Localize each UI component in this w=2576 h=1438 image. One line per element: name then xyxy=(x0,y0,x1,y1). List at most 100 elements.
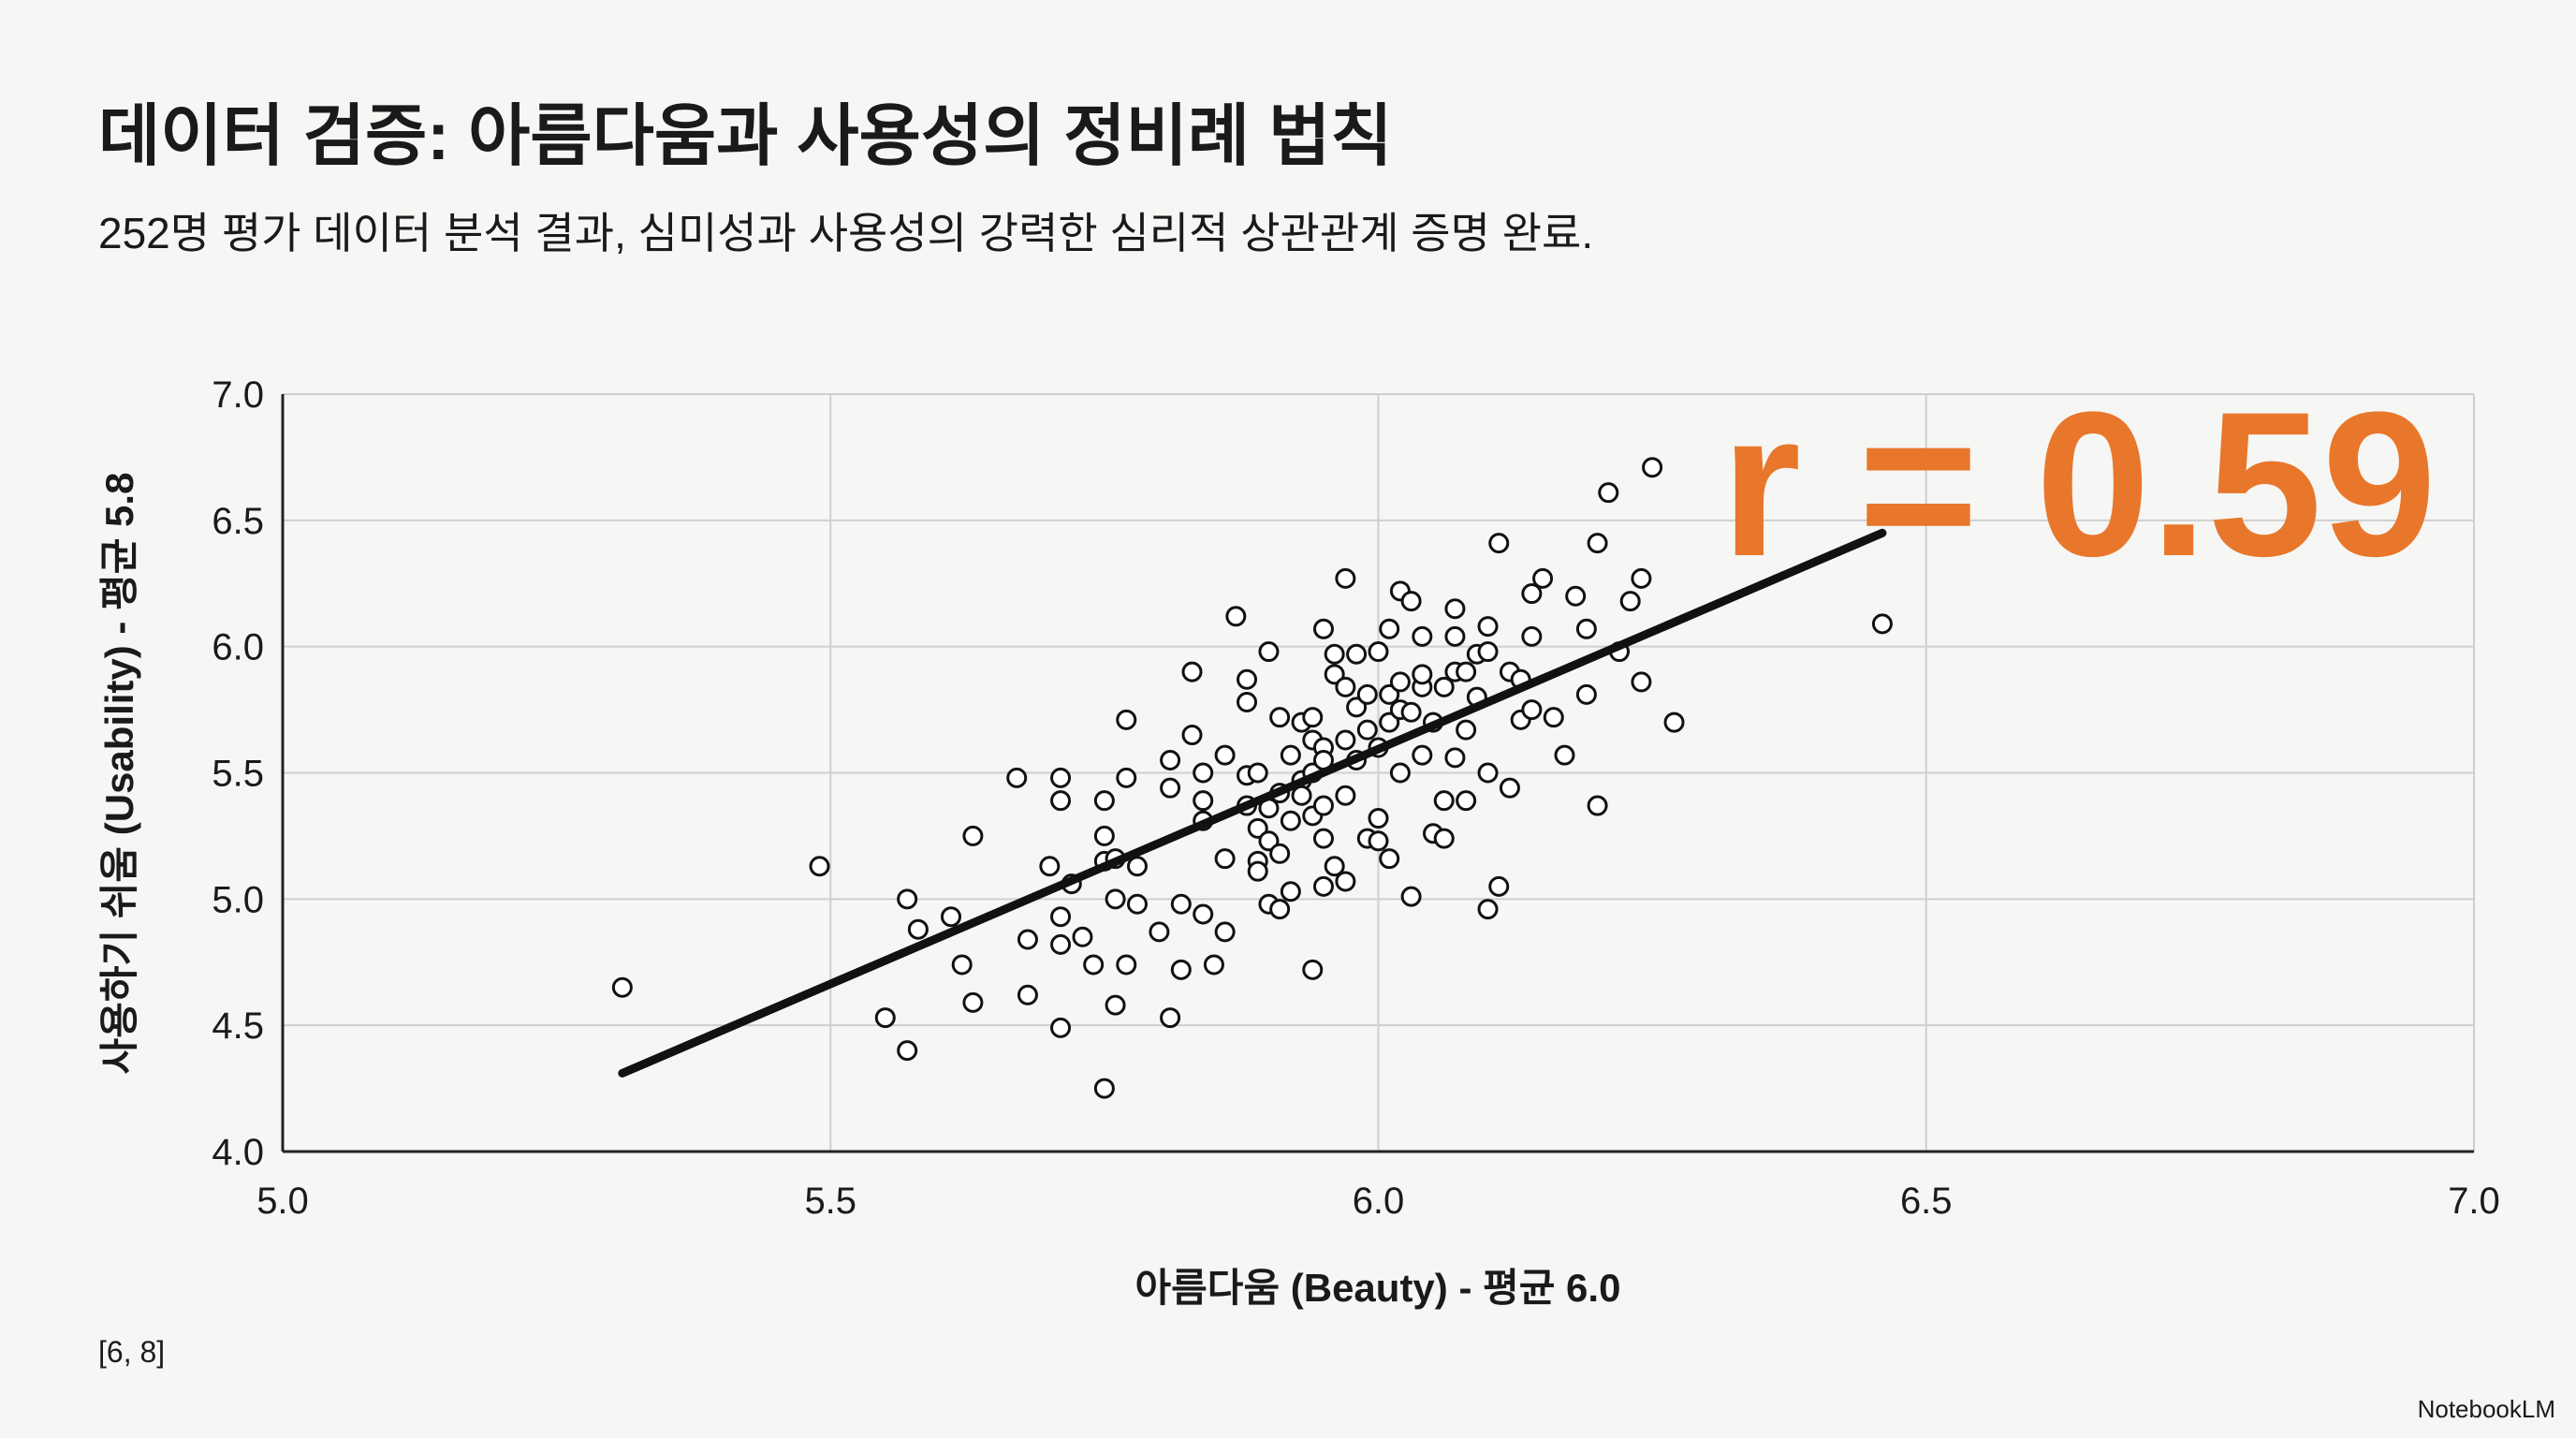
point xyxy=(1477,641,1499,663)
point xyxy=(1072,926,1093,947)
point xyxy=(1160,1007,1181,1029)
point xyxy=(1181,725,1203,746)
point xyxy=(1356,719,1378,741)
point xyxy=(1356,683,1378,705)
point xyxy=(1335,871,1356,892)
point xyxy=(1871,613,1893,635)
point xyxy=(1368,641,1389,663)
point xyxy=(1335,676,1356,697)
point xyxy=(1302,707,1324,728)
point xyxy=(962,991,984,1013)
x-tick-label: 6.5 xyxy=(1900,1181,1953,1222)
y-tick-label: 6.5 xyxy=(212,501,264,542)
point xyxy=(1312,875,1334,897)
point xyxy=(1280,744,1301,766)
point xyxy=(1258,830,1280,852)
point xyxy=(1346,697,1368,718)
point xyxy=(1017,984,1038,1005)
point xyxy=(1237,691,1258,712)
point xyxy=(1335,729,1356,751)
point xyxy=(1291,785,1312,806)
point xyxy=(1214,848,1236,870)
point xyxy=(907,918,929,940)
point xyxy=(1554,744,1575,766)
point xyxy=(1488,533,1510,554)
point xyxy=(1444,747,1466,769)
point xyxy=(1412,625,1433,647)
point xyxy=(1093,1078,1115,1099)
point xyxy=(1116,709,1137,730)
point xyxy=(1543,707,1564,728)
x-tick-label: 5.0 xyxy=(256,1181,309,1222)
point xyxy=(1368,830,1389,852)
point xyxy=(1247,762,1268,784)
chart-title: 데이터 검증: 아름다움과 사용성의 정비례 법칙 xyxy=(98,99,1393,174)
point xyxy=(1499,777,1520,799)
point xyxy=(941,906,962,928)
point xyxy=(1444,598,1466,620)
point xyxy=(1280,810,1301,831)
point xyxy=(1258,641,1280,663)
point xyxy=(1335,785,1356,806)
point xyxy=(1521,625,1543,647)
point xyxy=(1302,959,1324,980)
x-tick-label: 6.0 xyxy=(1353,1181,1405,1222)
point xyxy=(1587,795,1608,816)
point xyxy=(1631,567,1652,589)
point xyxy=(1324,856,1345,877)
point xyxy=(1170,893,1192,915)
point xyxy=(1160,750,1181,771)
y-axis-label: 사용하기 쉬움 (Usability) - 평균 5.8 xyxy=(97,473,141,1075)
point xyxy=(1149,921,1170,943)
point xyxy=(1247,860,1268,882)
point xyxy=(874,1007,896,1029)
point xyxy=(1181,661,1203,682)
point xyxy=(1093,790,1115,812)
point xyxy=(1477,616,1499,638)
source: [6, 8] xyxy=(98,1335,165,1369)
point xyxy=(1456,661,1477,682)
x-tick-label: 7.0 xyxy=(2448,1181,2500,1222)
point xyxy=(951,954,973,976)
trend-line xyxy=(618,528,1887,1078)
point xyxy=(1379,618,1400,639)
point xyxy=(1193,762,1214,784)
point xyxy=(1400,701,1422,723)
y-tick-label: 6.0 xyxy=(212,627,264,668)
point xyxy=(1105,888,1126,910)
point xyxy=(1280,881,1301,902)
point xyxy=(1193,903,1214,925)
x-tick-label: 5.5 xyxy=(804,1181,856,1222)
annotation: r = 0.59 xyxy=(1720,369,2437,599)
point xyxy=(1488,875,1510,897)
point xyxy=(1312,618,1334,639)
point xyxy=(1083,954,1105,976)
point xyxy=(1170,959,1192,980)
point xyxy=(1247,817,1268,839)
point xyxy=(1456,719,1477,741)
point xyxy=(1214,744,1236,766)
point xyxy=(1598,482,1619,504)
point xyxy=(1477,899,1499,920)
y-tick-label: 4.5 xyxy=(212,1005,264,1047)
point xyxy=(1116,767,1137,788)
x-axis-label: 아름다움 (Beauty) - 평균 6.0 xyxy=(1135,1266,1621,1310)
point xyxy=(1368,808,1389,829)
point xyxy=(1203,954,1224,976)
point xyxy=(1312,795,1334,816)
point xyxy=(1312,828,1334,849)
point xyxy=(809,856,830,877)
chart-subtitle: 252명 평가 데이터 분석 결과, 심미성과 사용성의 강력한 심리적 상관관… xyxy=(98,209,1593,257)
point xyxy=(1379,712,1400,733)
point xyxy=(1006,767,1028,788)
point xyxy=(1619,591,1641,612)
point xyxy=(1412,664,1433,685)
point xyxy=(897,888,918,910)
point xyxy=(1039,856,1061,877)
point xyxy=(1093,825,1115,846)
y-tick-label: 4.0 xyxy=(212,1132,264,1173)
point xyxy=(1642,457,1663,478)
point xyxy=(1477,762,1499,784)
y-tick-label: 5.5 xyxy=(212,754,264,795)
